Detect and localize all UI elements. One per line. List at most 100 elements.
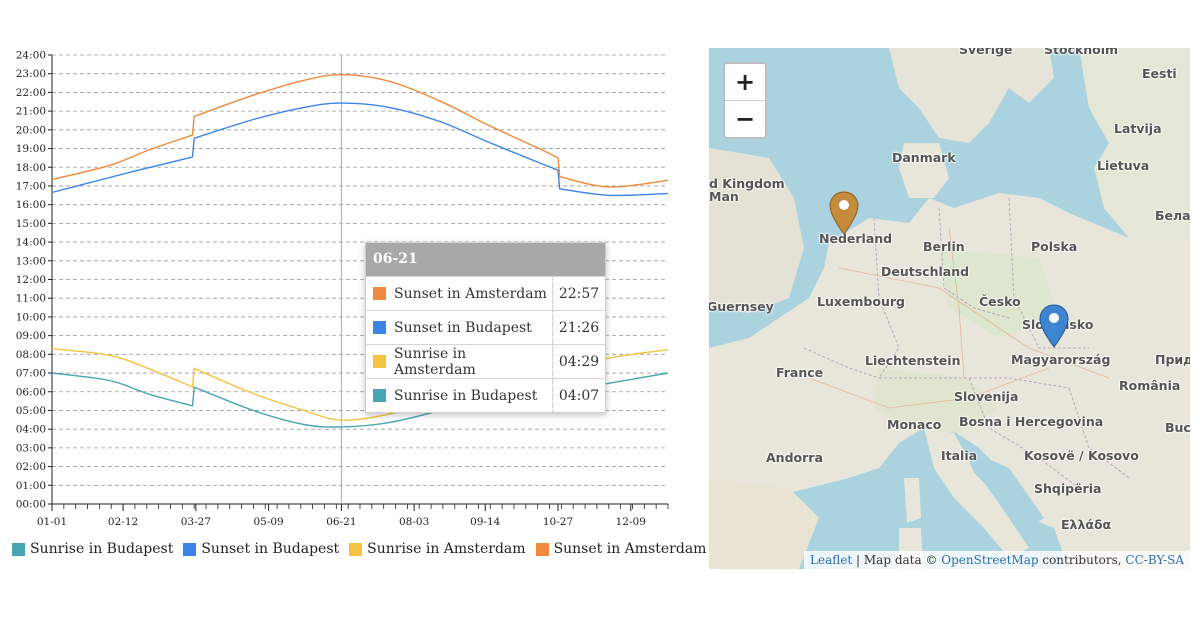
map-label: Nederland	[819, 231, 893, 246]
x-tick-label: 02-12	[108, 516, 138, 528]
tooltip-row: Sunrise in Budapest 04:07	[366, 378, 605, 412]
x-tick-label: 09-14	[470, 516, 501, 528]
y-tick-label: 12:00	[16, 274, 46, 286]
map-label: Guernsey	[709, 299, 774, 314]
y-tick-label: 04:00	[16, 424, 46, 436]
zoom-in-button[interactable]: +	[725, 64, 765, 101]
budapest-marker-icon[interactable]	[1039, 304, 1069, 348]
map-label: France	[776, 365, 824, 380]
y-tick-label: 18:00	[16, 162, 46, 174]
map-label: Berlin	[923, 239, 965, 254]
map-label: Eesti	[1142, 66, 1177, 81]
y-tick-label: 09:00	[16, 330, 46, 342]
zoom-control: + −	[723, 62, 767, 139]
tooltip-series-name: Sunset in Amsterdam	[394, 285, 547, 302]
x-tick-label: 01-01	[37, 516, 67, 528]
legend-swatch	[349, 542, 363, 556]
europe-map[interactable]: Sverige Stockholm Eesti Latvija Lietuva …	[709, 48, 1190, 569]
map-label: Man	[709, 189, 739, 204]
map-tiles	[709, 48, 1190, 569]
legend-swatch	[535, 542, 549, 556]
map-label: Liechtenstein	[865, 353, 961, 368]
map-label: Polska	[1031, 239, 1078, 254]
map-label: Deutschland	[881, 264, 970, 279]
tooltip-row: Sunrise in Amsterdam 04:29	[366, 344, 605, 378]
leaflet-link[interactable]: Leaflet	[810, 553, 853, 567]
y-tick-label: 08:00	[16, 349, 46, 361]
map-label: Белар	[1155, 208, 1190, 223]
zoom-out-button[interactable]: −	[734, 105, 756, 133]
tooltip-date: 06-21	[366, 243, 605, 276]
chart-axes: 00:00 01:00 02:00 03:00 04:00 05:00 06:00 07:00…	[16, 50, 669, 528]
legend-label: Sunrise in Amsterdam	[367, 541, 526, 557]
map-label: Monaco	[887, 417, 942, 432]
tooltip-swatch	[373, 389, 386, 402]
y-tick-label: 10:00	[16, 311, 46, 323]
chart-lines	[51, 55, 669, 504]
legend-label: Sunset in Amsterdam	[553, 541, 707, 557]
map-label: Kosovë / Kosovo	[1024, 448, 1139, 463]
map-label: Luxembourg	[817, 294, 905, 309]
y-tick-label: 20:00	[16, 124, 46, 136]
y-tick-label: 11:00	[16, 293, 46, 305]
y-tick-label: 02:00	[16, 461, 46, 473]
attribution-text: | Map data ©	[852, 553, 942, 567]
x-tick-label: 03-27	[181, 516, 211, 528]
map-label: Slovenija	[954, 389, 1019, 404]
map-label: Stockholm	[1044, 48, 1119, 57]
y-tick-label: 17:00	[16, 180, 46, 192]
tooltip-value: 22:57	[558, 285, 600, 302]
x-tick-label: 10-27	[543, 516, 573, 528]
tooltip-swatch	[373, 287, 386, 300]
license-link[interactable]: CC-BY-SA	[1125, 553, 1184, 567]
y-tick-label: 22:00	[16, 87, 46, 99]
chart-tooltip: 06-21 Sunset in Amsterdam 22:57 Sunset i…	[365, 242, 606, 413]
map-label: România	[1119, 378, 1181, 393]
legend-item[interactable]: Sunrise in Amsterdam	[349, 541, 526, 557]
tooltip-series-name: Sunrise in Amsterdam	[393, 345, 476, 378]
map-label: d Kingdom	[709, 176, 785, 191]
legend-swatch	[12, 542, 25, 556]
map-label: Buc	[1165, 420, 1190, 435]
amsterdam-marker-icon[interactable]	[829, 191, 859, 235]
chart-legend: Sunrise in Budapest Sunset in Budapest S…	[12, 541, 706, 557]
map-label: Ελλάδα	[1061, 517, 1112, 532]
map-label: Shqipëria	[1034, 481, 1102, 496]
map-label: Italia	[941, 448, 978, 463]
attribution-text: contributors,	[1038, 553, 1126, 567]
osm-link[interactable]: OpenStreetMap	[941, 553, 1039, 567]
map-label: Bosna i Hercegovina	[959, 414, 1104, 429]
tooltip-row: Sunset in Budapest 21:26	[366, 310, 605, 344]
map-attribution: Leaflet | Map data © OpenStreetMap contr…	[804, 551, 1190, 569]
tooltip-value: 04:29	[558, 353, 600, 370]
map-label: Прид	[1155, 352, 1190, 367]
legend-item[interactable]: Sunset in Amsterdam	[535, 541, 707, 557]
y-tick-label: 03:00	[16, 442, 46, 454]
map-label: Česko	[979, 294, 1021, 309]
x-tick-label: 08-03	[399, 516, 429, 528]
legend-item[interactable]: Sunset in Budapest	[183, 541, 339, 557]
y-tick-label: 07:00	[16, 368, 46, 380]
y-tick-label: 16:00	[16, 199, 46, 211]
legend-item[interactable]: Sunrise in Budapest	[12, 541, 173, 557]
y-tick-label: 00:00	[16, 499, 46, 511]
y-tick-label: 06:00	[16, 386, 46, 398]
series-line	[51, 102, 669, 197]
x-tick-label: 12-09	[616, 516, 646, 528]
map-label: Latvija	[1114, 121, 1162, 136]
y-tick-label: 19:00	[16, 143, 46, 155]
map-label: Danmark	[892, 150, 956, 165]
tooltip-row: Sunset in Amsterdam 22:57	[366, 276, 605, 310]
map-label: Magyarország	[1011, 352, 1111, 367]
y-tick-label: 14:00	[16, 237, 46, 249]
y-tick-label: 01:00	[16, 480, 46, 492]
y-tick-label: 13:00	[16, 255, 46, 267]
tooltip-swatch	[373, 321, 386, 334]
legend-label: Sunset in Budapest	[201, 541, 340, 557]
y-tick-label: 23:00	[16, 68, 46, 80]
legend-label: Sunrise in Budapest	[30, 541, 174, 557]
y-tick-label: 24:00	[16, 50, 46, 62]
legend-swatch	[183, 542, 197, 556]
tooltip-value: 21:26	[558, 319, 600, 336]
map-label: Sverige	[959, 48, 1013, 57]
